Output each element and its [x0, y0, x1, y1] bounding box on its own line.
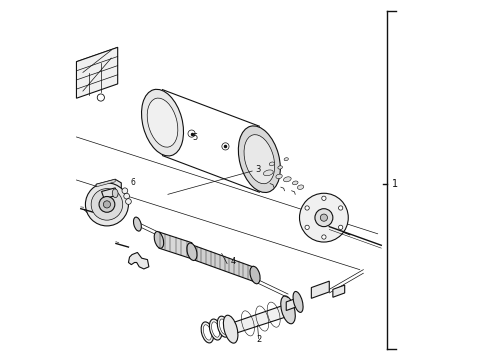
Text: 5: 5: [192, 133, 197, 142]
Ellipse shape: [297, 185, 304, 189]
Ellipse shape: [187, 243, 197, 261]
Ellipse shape: [209, 319, 222, 340]
Ellipse shape: [217, 316, 230, 337]
Circle shape: [322, 235, 326, 239]
Ellipse shape: [244, 135, 275, 184]
Polygon shape: [191, 244, 256, 282]
Ellipse shape: [142, 89, 184, 156]
Ellipse shape: [293, 181, 298, 185]
Text: 2: 2: [256, 335, 261, 344]
Ellipse shape: [238, 126, 280, 193]
Circle shape: [125, 199, 131, 204]
Circle shape: [99, 197, 115, 212]
Circle shape: [91, 189, 122, 220]
Polygon shape: [311, 281, 329, 298]
Circle shape: [305, 225, 309, 229]
Circle shape: [124, 193, 129, 199]
Ellipse shape: [293, 292, 303, 312]
Text: 4: 4: [231, 257, 236, 266]
Ellipse shape: [281, 296, 295, 324]
Ellipse shape: [278, 166, 282, 169]
Polygon shape: [101, 188, 118, 199]
Ellipse shape: [133, 217, 141, 231]
Circle shape: [103, 201, 111, 208]
Ellipse shape: [147, 98, 178, 147]
Polygon shape: [286, 298, 298, 311]
Text: 1: 1: [392, 179, 398, 189]
Ellipse shape: [203, 325, 211, 340]
Polygon shape: [333, 285, 344, 297]
Ellipse shape: [220, 319, 227, 334]
Text: 3: 3: [256, 165, 261, 174]
Polygon shape: [128, 252, 149, 269]
Ellipse shape: [250, 266, 260, 284]
Ellipse shape: [154, 231, 164, 248]
Ellipse shape: [270, 162, 274, 166]
Circle shape: [339, 206, 343, 210]
Circle shape: [322, 196, 326, 201]
Ellipse shape: [212, 322, 220, 337]
Circle shape: [299, 193, 348, 242]
Circle shape: [188, 130, 195, 137]
Circle shape: [315, 209, 333, 226]
Polygon shape: [231, 304, 288, 335]
Ellipse shape: [283, 177, 291, 182]
Circle shape: [122, 188, 128, 194]
Circle shape: [97, 94, 104, 101]
Circle shape: [222, 143, 229, 150]
Ellipse shape: [201, 322, 214, 343]
Circle shape: [339, 225, 343, 229]
Ellipse shape: [223, 315, 238, 343]
Polygon shape: [159, 232, 192, 259]
Ellipse shape: [112, 189, 118, 198]
Ellipse shape: [276, 174, 282, 179]
Circle shape: [320, 214, 327, 221]
Ellipse shape: [264, 170, 273, 176]
Circle shape: [85, 183, 128, 226]
Text: 6: 6: [131, 178, 136, 187]
Ellipse shape: [284, 158, 288, 161]
Polygon shape: [96, 179, 115, 187]
Circle shape: [305, 206, 309, 210]
Polygon shape: [76, 47, 118, 98]
Polygon shape: [96, 179, 122, 207]
